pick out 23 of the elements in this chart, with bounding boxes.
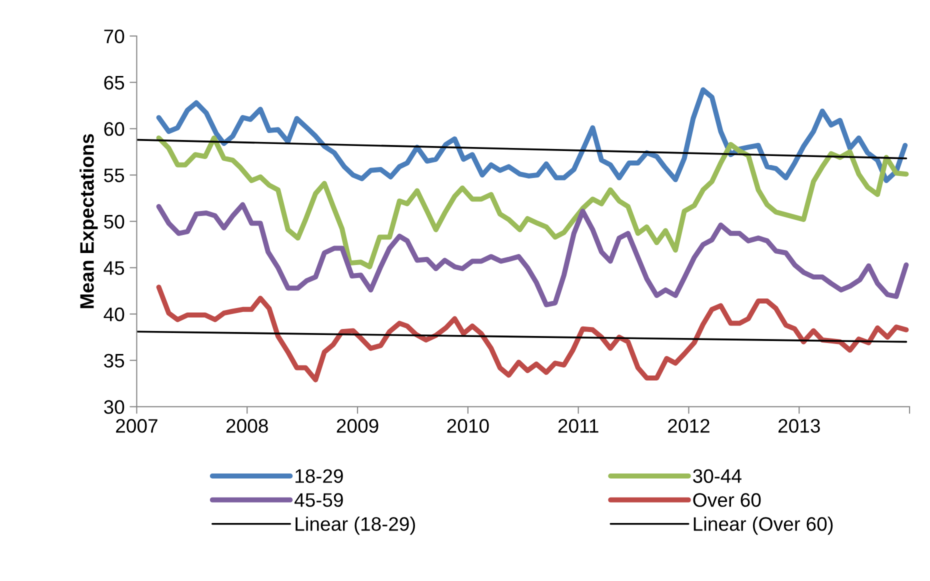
y-tick-label: 35 [104,354,124,368]
y-tick-label: 50 [104,214,124,229]
y-tick-label: 65 [104,76,124,90]
x-tick-label: 2011 [558,419,598,433]
x-tick-label: 2007 [116,419,158,433]
legend-label: 30-44 [693,469,742,483]
y-tick-label: 45 [104,261,124,275]
x-tick-label: 2010 [447,419,489,433]
legend-label: Linear (Over 60) [694,516,833,535]
x-tick-label: 2009 [336,419,378,433]
legend-label: Linear (18-29) [296,516,415,535]
legend-label: 45-59 [294,493,343,507]
x-tick-label: 2013 [778,419,820,433]
y-tick-label: 30 [104,400,124,414]
y-tick-label: 55 [104,168,124,182]
x-tick-label: 2008 [226,419,268,433]
legend-label: 18-29 [296,469,343,483]
y-tick-label: 60 [104,122,124,136]
y-axis-title: Mean Expectations [80,134,98,308]
legend-label: Over 60 [693,493,761,507]
x-tick-label: 2012 [668,419,710,433]
y-tick-label: 70 [104,29,124,44]
y-tick-label: 40 [104,308,124,322]
